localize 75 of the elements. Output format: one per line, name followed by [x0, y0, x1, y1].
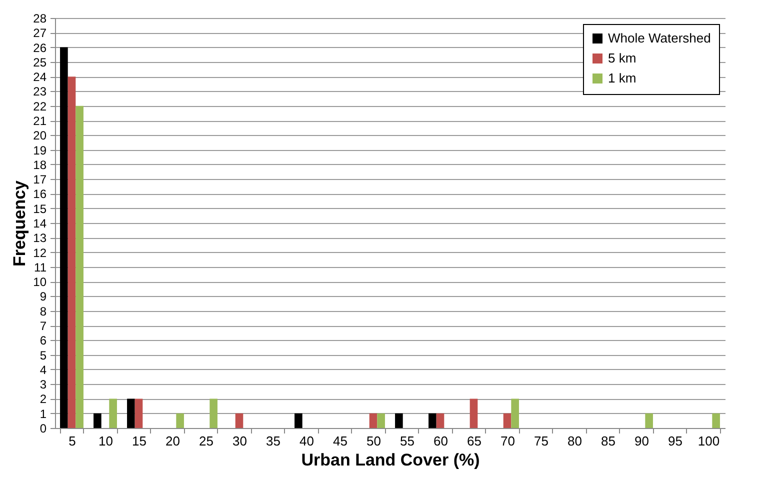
y-tick-label: 9	[40, 290, 47, 304]
y-tick-label: 4	[40, 362, 47, 377]
bar	[395, 413, 403, 428]
x-tick-label: 55	[400, 434, 414, 448]
y-tick-label: 21	[33, 114, 47, 128]
y-tick-label: 23	[33, 84, 47, 99]
bar	[436, 413, 444, 428]
bar	[645, 413, 653, 428]
y-tick-label: 10	[33, 275, 47, 290]
y-tick-label: 5	[40, 348, 47, 362]
bar	[428, 413, 436, 428]
bar	[134, 398, 143, 428]
bar	[470, 398, 478, 428]
bar	[377, 413, 385, 428]
bar	[176, 413, 184, 428]
y-tick-label: 12	[33, 246, 47, 260]
x-tick-label: 80	[568, 434, 582, 448]
x-tick-label: 40	[300, 434, 314, 448]
x-tick-label: 35	[266, 434, 280, 448]
x-tick-label: 15	[132, 434, 146, 448]
y-tick-label: 3	[40, 378, 47, 392]
y-tick-label: 13	[33, 231, 47, 246]
x-tick-label: 25	[199, 434, 214, 448]
x-tick-label: 65	[467, 434, 482, 448]
x-tick-label: 60	[434, 434, 448, 448]
x-tick-label: 45	[333, 434, 348, 448]
y-tick-label: 26	[33, 40, 47, 55]
y-tick-label: 18	[33, 158, 47, 172]
y-tick-label: 15	[33, 202, 47, 216]
bar	[503, 413, 512, 428]
bar	[109, 398, 117, 428]
y-tick-label: 20	[33, 128, 47, 143]
bar	[294, 413, 302, 428]
x-tick-label: 50	[366, 434, 381, 448]
x-tick-label: 20	[166, 434, 180, 448]
y-tick-label: 28	[33, 12, 47, 26]
y-tick-label: 0	[40, 422, 47, 436]
y-tick-label: 22	[33, 99, 47, 114]
x-tick-label: 85	[601, 434, 616, 448]
bar	[511, 398, 519, 428]
bar	[68, 76, 76, 428]
bar	[235, 413, 244, 428]
x-tick-label: 100	[698, 434, 720, 448]
bar	[369, 413, 378, 428]
y-tick-label: 16	[33, 187, 47, 202]
y-tick-label: 6	[40, 334, 47, 348]
y-tick-label: 27	[33, 26, 47, 40]
bar	[127, 398, 135, 428]
legend-label: Whole Watershed	[608, 30, 711, 46]
y-tick-label: 24	[33, 70, 47, 84]
y-tick-label: 14	[33, 216, 47, 230]
y-tick-label: 17	[33, 172, 47, 187]
bar	[76, 106, 84, 428]
x-tick-label: 70	[500, 434, 515, 448]
bar	[60, 47, 68, 428]
y-tick-label: 25	[33, 55, 47, 70]
y-tick-label: 1	[40, 406, 47, 421]
x-axis-title: Urban Land Cover (%)	[301, 450, 480, 470]
x-tick-label: 90	[634, 434, 649, 448]
y-axis-title: Frequency	[10, 180, 30, 266]
y-tick-label: 8	[40, 304, 47, 318]
x-tick-label: 95	[668, 434, 682, 448]
x-tick-label: 10	[98, 434, 113, 448]
x-tick-label: 5	[68, 434, 76, 448]
legend-label: 1 km	[608, 70, 636, 86]
bar	[210, 398, 218, 428]
y-tick-label: 7	[40, 319, 47, 333]
y-tick-label: 11	[34, 260, 47, 274]
y-tick-label: 2	[40, 392, 47, 406]
x-tick-label: 30	[232, 434, 247, 448]
y-tick-label: 19	[33, 143, 47, 158]
bar	[712, 413, 720, 428]
bar	[94, 413, 102, 428]
legend-label: 5 km	[608, 50, 636, 66]
x-tick-label: 75	[534, 434, 548, 448]
